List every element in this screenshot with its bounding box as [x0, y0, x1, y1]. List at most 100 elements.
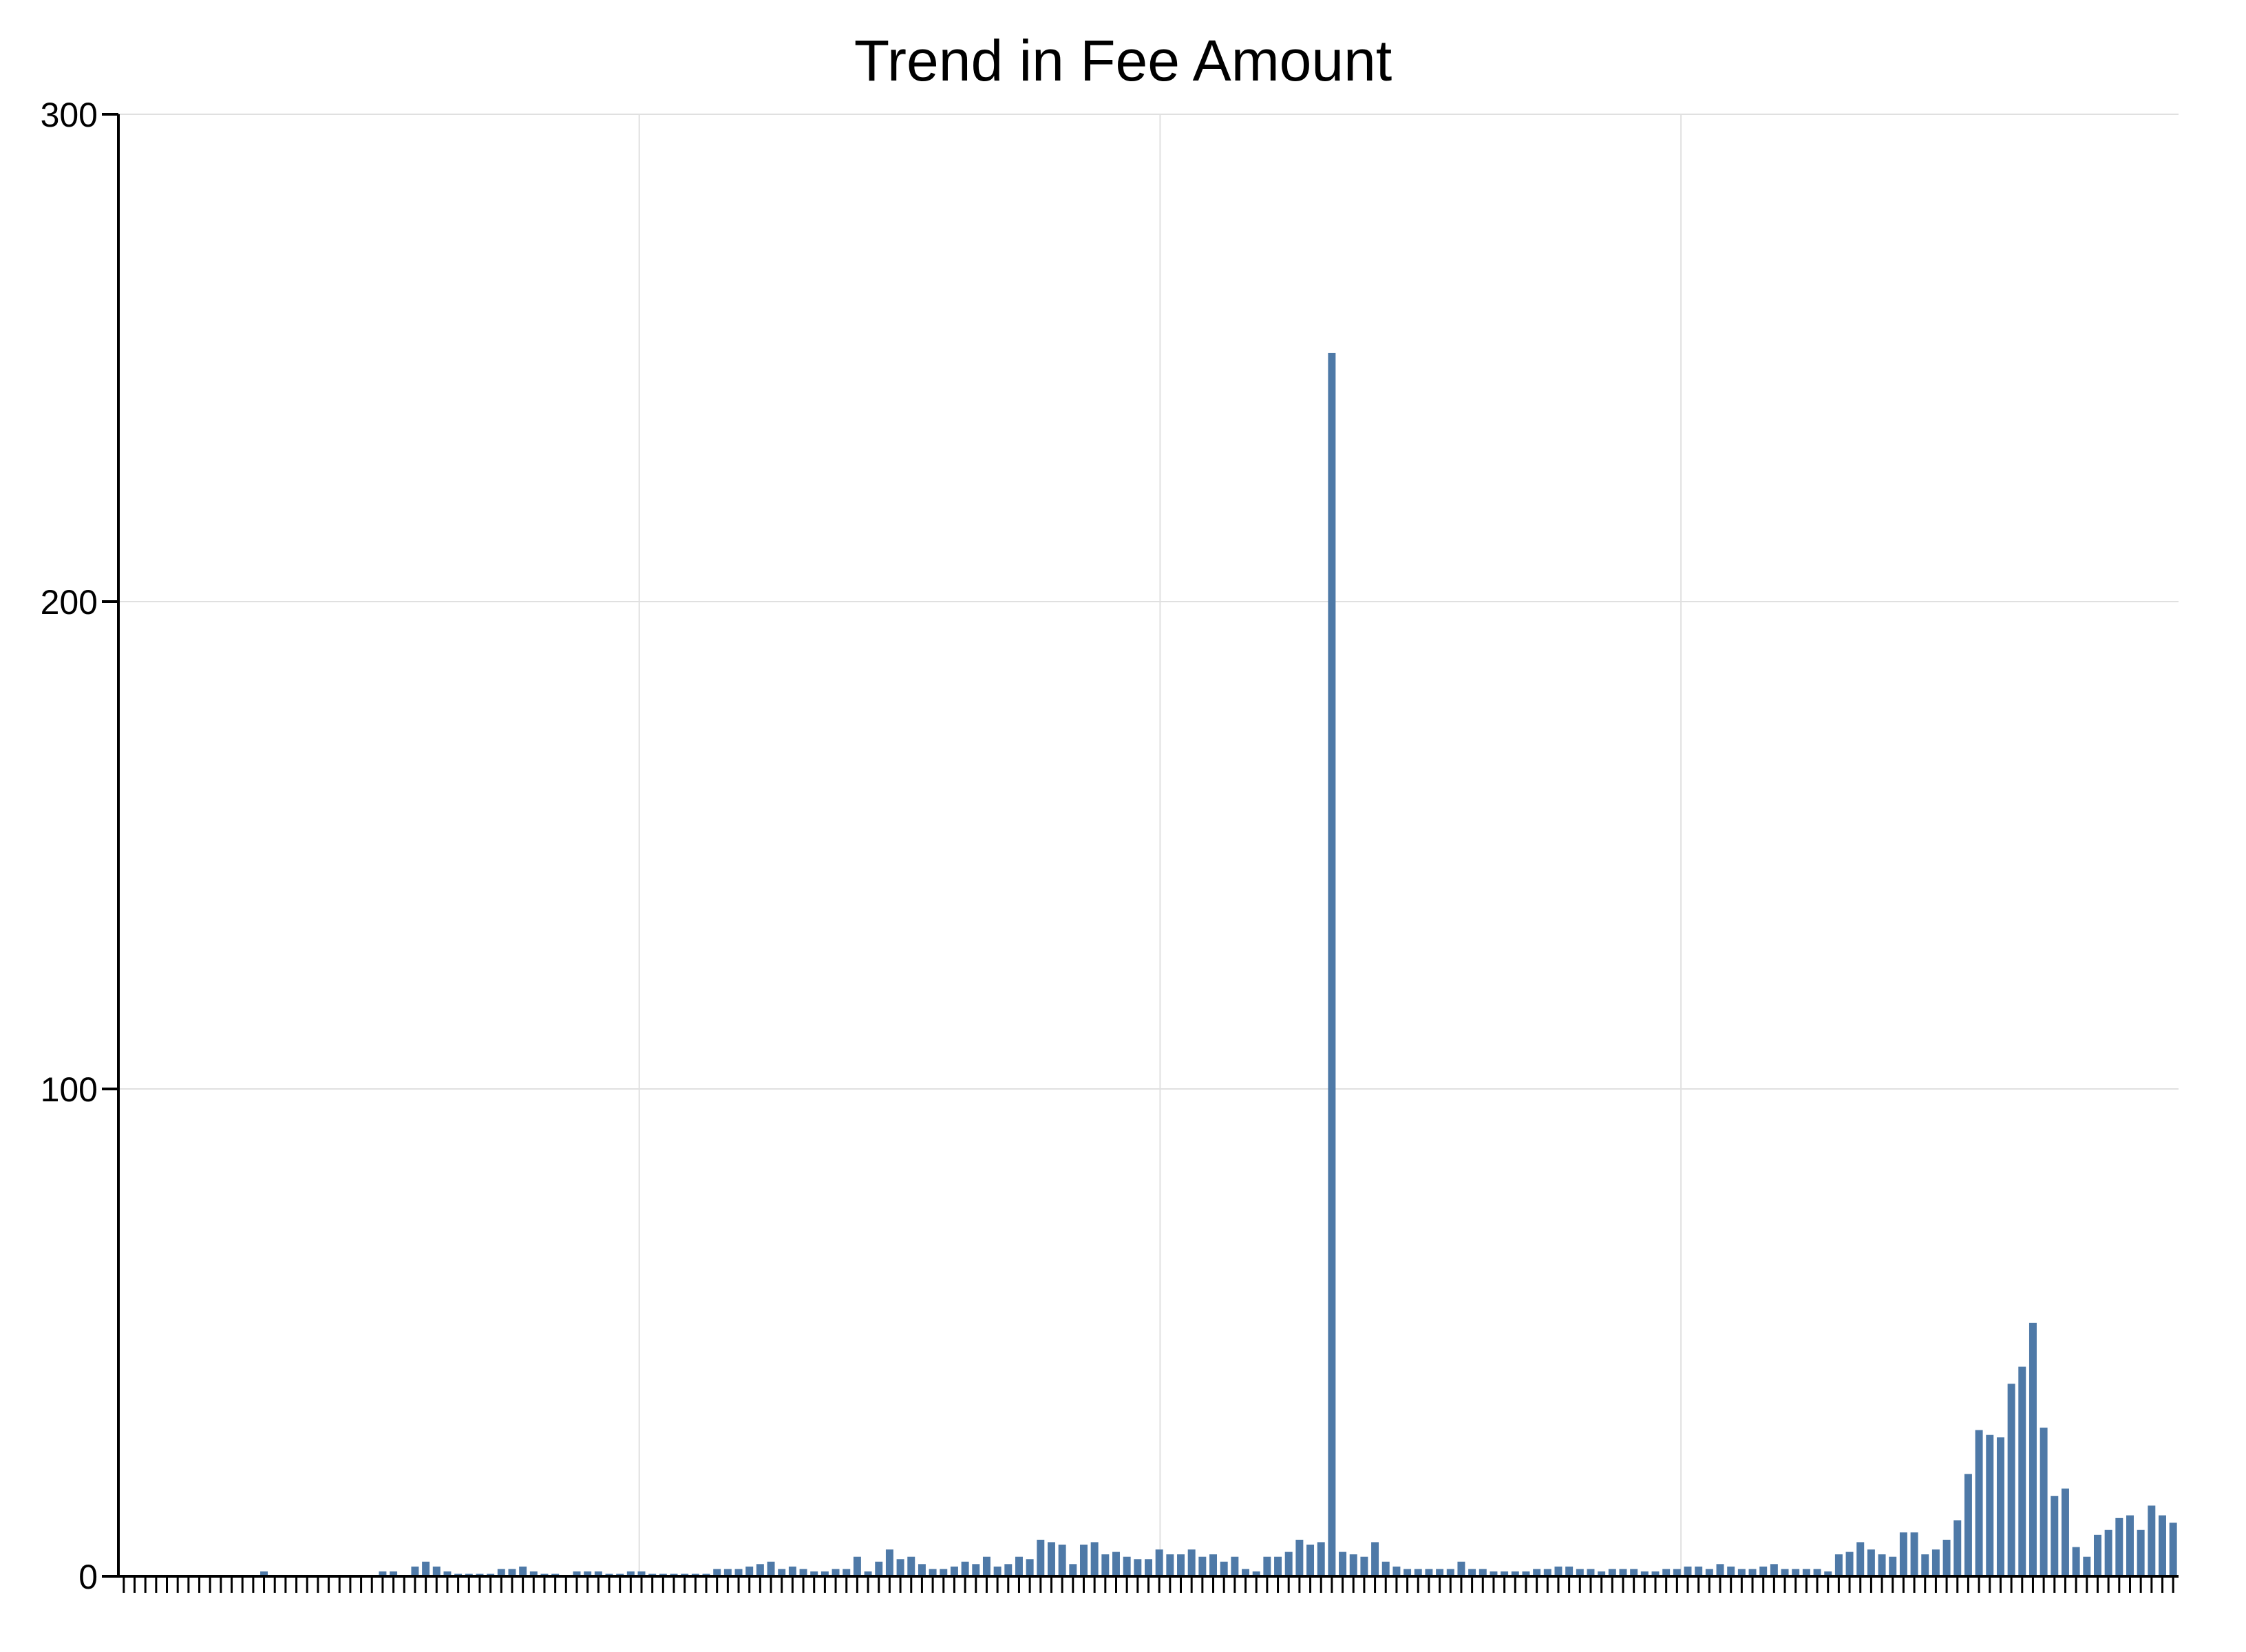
bar — [1565, 1566, 1574, 1576]
bar — [1576, 1569, 1584, 1576]
bar — [1845, 1552, 1854, 1576]
bar — [820, 1571, 829, 1576]
bar — [1349, 1554, 1357, 1576]
bar — [778, 1569, 786, 1576]
bar — [1436, 1569, 1444, 1576]
bar — [723, 1569, 732, 1576]
bar — [950, 1566, 958, 1576]
axes: 0 100 200 300 — [41, 96, 2179, 1596]
bar — [1026, 1559, 1034, 1576]
bar — [1640, 1571, 1649, 1576]
bar — [443, 1571, 452, 1576]
bar — [1587, 1569, 1595, 1576]
bar — [1284, 1552, 1293, 1576]
bar — [1662, 1569, 1671, 1576]
bar — [2093, 1534, 2101, 1576]
bar — [907, 1556, 915, 1576]
bar — [1511, 1571, 1519, 1576]
bar — [1339, 1552, 1347, 1576]
gridlines — [118, 114, 2179, 1576]
bar — [1079, 1544, 1088, 1576]
bar — [864, 1571, 872, 1576]
bar — [2137, 1529, 2145, 1576]
bar — [1381, 1561, 1390, 1576]
bar — [1414, 1569, 1422, 1576]
bar — [573, 1571, 581, 1576]
bar — [1996, 1437, 2004, 1576]
bar — [1824, 1571, 1832, 1576]
bar — [1554, 1566, 1562, 1576]
bar — [1306, 1544, 1315, 1576]
bar — [2051, 1496, 2059, 1576]
bar — [411, 1566, 419, 1576]
bar — [260, 1571, 268, 1576]
bar — [1942, 1539, 1951, 1576]
bar — [1737, 1569, 1746, 1576]
bar — [1501, 1571, 1509, 1576]
bar — [853, 1556, 861, 1576]
bar — [788, 1566, 796, 1576]
bar — [2018, 1366, 2026, 1576]
bar — [1792, 1569, 1800, 1576]
bar — [529, 1571, 538, 1576]
bar — [1910, 1532, 1918, 1576]
bar — [1209, 1554, 1218, 1576]
bar — [1242, 1569, 1250, 1576]
bar — [1727, 1566, 1735, 1576]
bar — [1630, 1569, 1638, 1576]
bar — [1252, 1571, 1260, 1576]
bar — [1047, 1542, 1055, 1576]
bar — [1899, 1532, 1907, 1576]
bar — [626, 1571, 635, 1576]
bar — [2061, 1488, 2069, 1576]
bar — [2126, 1515, 2134, 1576]
bar — [1457, 1561, 1465, 1576]
bar — [422, 1561, 430, 1576]
bar — [918, 1564, 926, 1576]
bar — [1198, 1556, 1207, 1576]
chart-title: Trend in Fee Amount — [854, 28, 1392, 93]
bar — [2169, 1523, 2177, 1576]
bar — [810, 1571, 818, 1576]
bar — [1813, 1569, 1821, 1576]
bar — [1748, 1569, 1757, 1576]
bar — [1867, 1549, 1875, 1576]
bar — [1263, 1556, 1271, 1576]
bar — [2083, 1556, 2091, 1576]
bar — [379, 1571, 387, 1576]
bar — [1878, 1554, 1886, 1576]
bar — [1684, 1566, 1692, 1576]
bar — [1759, 1566, 1768, 1576]
bar — [1856, 1542, 1865, 1576]
bar — [1037, 1539, 1045, 1576]
bar — [1533, 1569, 1541, 1576]
bar — [1705, 1569, 1713, 1576]
bar — [519, 1566, 527, 1576]
bar — [1781, 1569, 1789, 1576]
y-tick-label: 200 — [41, 583, 98, 622]
bar — [961, 1561, 969, 1576]
bar — [2115, 1518, 2123, 1576]
bar — [767, 1561, 775, 1576]
bar — [799, 1569, 807, 1576]
bar — [1931, 1549, 1940, 1576]
bars — [260, 352, 2177, 1577]
bar — [885, 1549, 893, 1576]
bar — [1921, 1554, 1929, 1576]
bar — [1986, 1434, 1994, 1576]
bar — [1145, 1559, 1152, 1576]
bar — [1166, 1554, 1174, 1576]
bar — [1123, 1556, 1131, 1576]
bar — [1446, 1569, 1454, 1576]
bar — [1468, 1569, 1476, 1576]
bar — [1651, 1571, 1660, 1576]
bar — [929, 1569, 937, 1576]
bar — [1953, 1520, 1962, 1576]
bar — [734, 1569, 743, 1576]
bar — [2148, 1505, 2156, 1576]
bar — [1134, 1559, 1142, 1576]
bar — [497, 1569, 505, 1576]
bar — [1090, 1542, 1099, 1576]
bar — [432, 1566, 441, 1576]
